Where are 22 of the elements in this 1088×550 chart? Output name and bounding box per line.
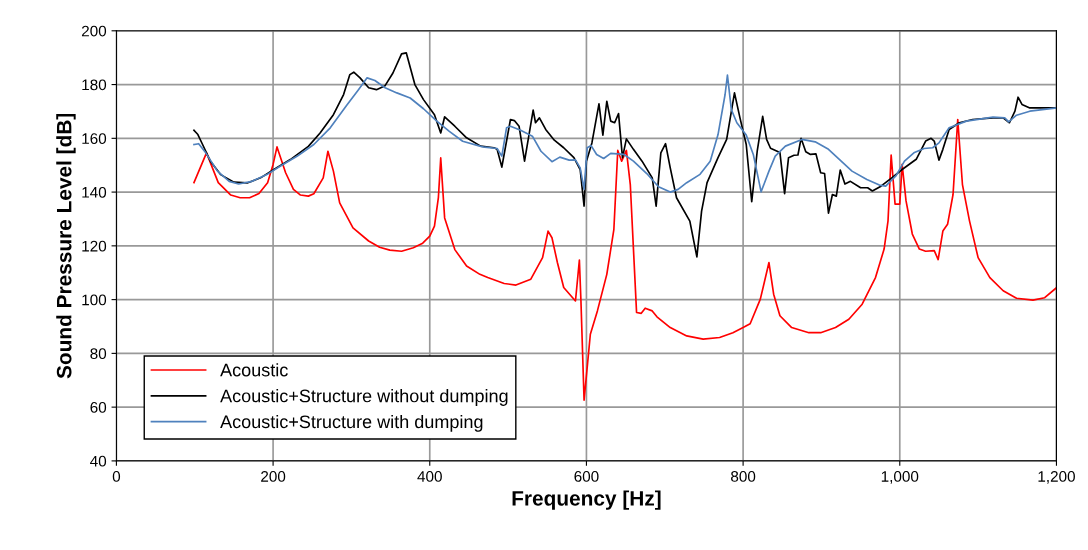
- x-axis-title: Frequency [Hz]: [512, 490, 661, 510]
- legend-label: Acoustic: [220, 363, 288, 377]
- y-tick-label: 180: [82, 79, 107, 91]
- y-tick-label: 200: [81, 25, 107, 37]
- x-tick-label: 200: [261, 471, 286, 482]
- x-tick-label: 800: [731, 471, 756, 482]
- y-tick-label: 40: [90, 455, 107, 467]
- y-tick-label: 120: [82, 240, 107, 252]
- y-axis-title: Sound Pressure Level [dB]: [56, 113, 76, 379]
- x-tick-label: 600: [574, 471, 599, 482]
- x-tick-label: 0: [112, 471, 121, 482]
- x-tick-label: 1,000: [881, 471, 919, 484]
- y-tick-label: 160: [82, 133, 107, 145]
- y-tick-label: 80: [90, 348, 107, 360]
- x-tick-label: 400: [417, 471, 442, 482]
- y-tick-label: 60: [90, 402, 107, 413]
- legend-label: Acoustic+Structure with dumping: [220, 414, 483, 432]
- legend-label: Acoustic+Structure without dumping: [220, 389, 508, 406]
- x-tick-label: 1,200: [1038, 471, 1075, 484]
- line-series: [193, 74, 1057, 193]
- y-tick-label: 140: [82, 186, 107, 198]
- y-tick-label: 100: [82, 294, 107, 306]
